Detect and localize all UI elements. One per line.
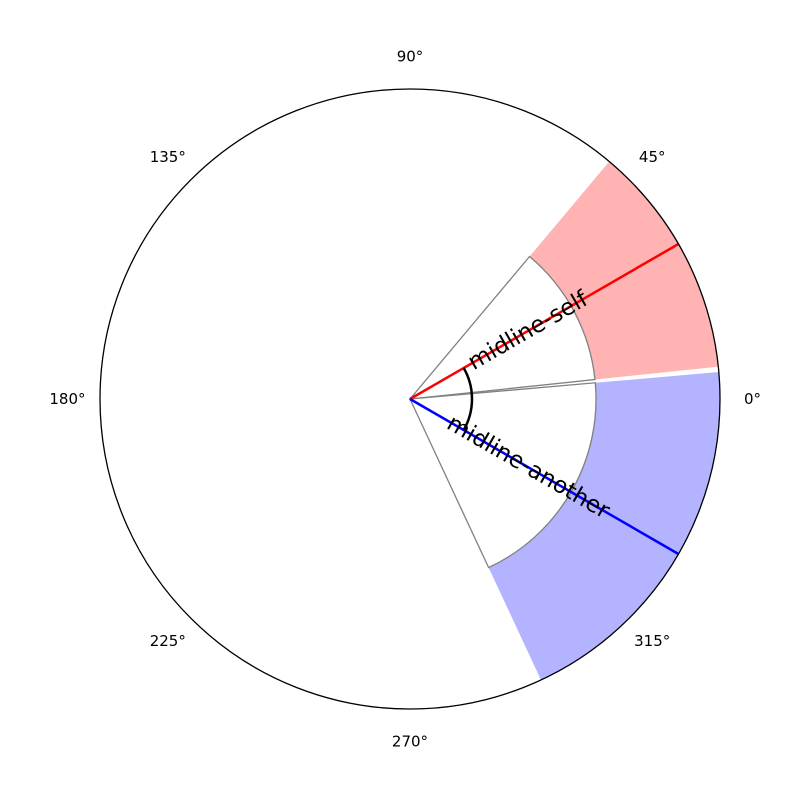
angle-arc	[462, 367, 474, 431]
tick-label-0: 0°	[744, 390, 761, 408]
tick-label-270: 270°	[392, 733, 428, 751]
tick-label-45: 45°	[639, 148, 666, 166]
midline-another-outer-wedge	[488, 371, 720, 680]
polar-frame	[99, 88, 721, 710]
angle-tick-labels: 0° 45° 90° 135° 180° 225° 270° 315°	[49, 47, 761, 750]
midline-self-inner-wedge	[408, 255, 596, 400]
midline-self-outer-wedge	[529, 161, 719, 380]
midline-another-midline	[409, 397, 680, 556]
tick-label-180: 180°	[49, 390, 85, 408]
tick-label-315: 315°	[634, 632, 670, 650]
midline-self-midline	[409, 242, 680, 401]
wedge-layer	[408, 161, 720, 680]
tick-label-90: 90°	[397, 47, 424, 65]
tick-label-135: 135°	[150, 148, 186, 166]
midline-layer	[409, 242, 680, 556]
tick-label-225: 225°	[150, 632, 186, 650]
